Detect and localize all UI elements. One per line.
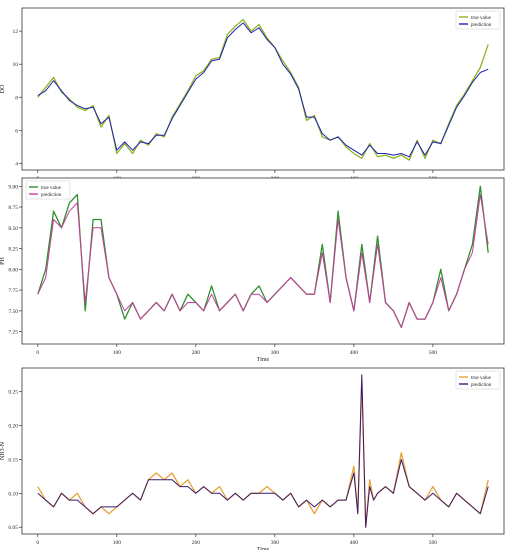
y-tick-label: 7.50 [8, 309, 18, 315]
plot-frame [21, 367, 505, 535]
x-tick-label: 100 [113, 350, 122, 356]
y-axis-label: DO [0, 84, 6, 93]
legend-label: prediction [471, 23, 492, 28]
legend: true value prediction [455, 370, 501, 390]
x-tick-label: 500 [429, 350, 438, 356]
x-axis-label: Time [257, 547, 270, 550]
x-tick-label: 200 [192, 350, 201, 356]
y-tick-label: 12 [13, 29, 19, 35]
x-tick-label: 100 [113, 540, 122, 546]
legend: true value prediction [25, 180, 71, 200]
plot-frame [21, 7, 505, 171]
y-tick-label: 0.20 [8, 424, 18, 430]
y-tick-label: 0.15 [8, 457, 18, 463]
y-tick-label: 10 [13, 62, 19, 68]
y-tick-label: 8.50 [8, 226, 18, 232]
y-tick-label: 8 [15, 95, 18, 101]
y-tick-label: 9.00 [8, 184, 18, 190]
x-axis-label: Time [257, 357, 270, 363]
chart-panel-3: 0 100 200 300 400 500 0.05 0.10 0.15 0.20 0.25 NH3-… [0, 367, 505, 550]
legend: true value prediction [455, 10, 501, 30]
y-tick-label: 0.25 [8, 390, 18, 396]
y-tick-label: 0.05 [8, 525, 18, 531]
y-tick-label: 8.00 [8, 267, 18, 273]
legend-label: prediction [41, 193, 62, 198]
legend-label: true value [471, 376, 492, 381]
plot-frame [21, 177, 505, 345]
x-tick-label: 400 [350, 540, 359, 546]
y-tick-label: 4 [15, 161, 18, 167]
x-tick-label: 0 [36, 350, 39, 356]
series-line-prediction [37, 22, 489, 158]
legend-label: true value [41, 186, 62, 191]
x-tick-label: 0 [36, 540, 39, 546]
y-axis-label: NH3-N [0, 441, 6, 460]
series-line-prediction [37, 194, 489, 328]
x-tick-label: 400 [350, 350, 359, 356]
y-axis-label: PH [0, 256, 6, 264]
x-tick-label: 200 [192, 540, 201, 546]
y-tick-label: 6 [15, 128, 18, 134]
legend-label: prediction [471, 383, 492, 388]
y-tick-label: 0.10 [8, 491, 18, 497]
y-tick-label: 8.75 [8, 205, 18, 211]
x-tick-label: 500 [429, 540, 438, 546]
series-line-prediction [37, 374, 489, 528]
chart-panel-2: 0 100 200 300 400 500 7.25 7.50 7.75 8.00 8.25 8.50… [0, 177, 505, 363]
x-tick-label: 300 [271, 350, 280, 356]
y-tick-label: 7.25 [8, 330, 18, 336]
chart-panel-1: 01002003004005004681012DOtrue valuepredi… [0, 7, 505, 182]
legend-label: true value [471, 16, 492, 21]
x-tick-label: 300 [271, 540, 280, 546]
y-tick-label: 8.25 [8, 247, 18, 253]
y-tick-label: 7.75 [8, 288, 18, 294]
